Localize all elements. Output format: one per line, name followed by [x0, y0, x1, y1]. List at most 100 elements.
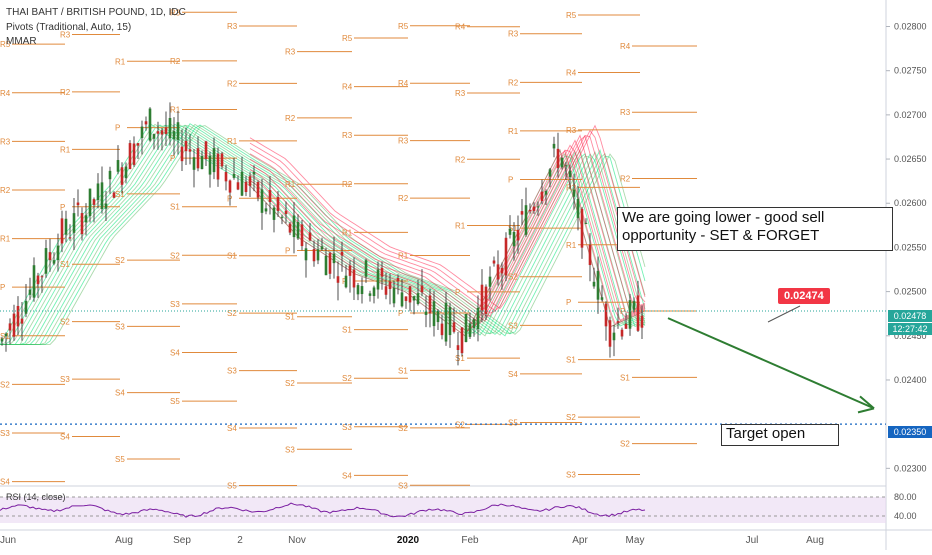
- pivot-label: S2: [620, 440, 630, 449]
- candle-body: [52, 260, 56, 264]
- candle-body: [8, 323, 12, 331]
- pivot-label: S2: [455, 420, 465, 429]
- pivot-label: S1: [285, 313, 295, 322]
- mmar-ribbon: [0, 123, 646, 346]
- pivot-label: P: [620, 307, 625, 316]
- candle-body: [104, 203, 108, 209]
- pivot-label: S1: [115, 190, 125, 199]
- ribbon-line: [249, 144, 646, 327]
- pivot-label: R2: [170, 57, 181, 66]
- candle-body: [428, 295, 432, 314]
- candle-body: [44, 248, 48, 274]
- candle-body: [164, 127, 168, 135]
- candle-body: [336, 276, 340, 283]
- candle-body: [400, 292, 404, 307]
- candle-body: [0, 338, 4, 342]
- rsi-level-label: 80.00: [894, 492, 917, 502]
- candle-body: [304, 248, 308, 261]
- pivot-label: S3: [115, 322, 125, 331]
- ribbon-line: [249, 134, 646, 314]
- pivot-label: R2: [0, 186, 11, 195]
- callout-pointer: [767, 305, 801, 323]
- pivot-label: R3: [342, 131, 353, 140]
- sell-note-line1: We are going lower - good sell: [622, 209, 825, 226]
- ribbon-line: [249, 135, 646, 317]
- candle-body: [436, 310, 440, 323]
- candle-body: [216, 153, 220, 180]
- candle-body: [376, 269, 380, 290]
- pivot-label: S4: [508, 370, 518, 379]
- pivot-label: S5: [170, 397, 180, 406]
- pivot-label: S5: [115, 455, 125, 464]
- candle-body: [132, 143, 136, 165]
- candle-body: [140, 126, 144, 139]
- pivot-label: R1: [115, 57, 126, 66]
- pivot-label: S4: [170, 348, 180, 357]
- candle-body: [272, 207, 276, 220]
- candle-body: [28, 289, 32, 295]
- candle-body: [508, 228, 512, 235]
- candle-body: [136, 143, 140, 146]
- ribbon-line: [0, 123, 646, 346]
- pivot-label: S4: [0, 478, 10, 487]
- candle-body: [616, 321, 620, 323]
- candle-body: [296, 221, 300, 239]
- candle-body: [308, 232, 312, 241]
- candle-body: [488, 276, 492, 287]
- candle-body: [492, 260, 496, 264]
- pivot-label: R5: [566, 11, 577, 20]
- pivot-label: R2: [566, 183, 577, 192]
- candle-body: [236, 182, 240, 190]
- candle-body: [432, 301, 436, 327]
- candle-body: [108, 170, 112, 180]
- x-tick-label: May: [626, 535, 645, 546]
- candle-body: [588, 244, 592, 266]
- pivot-label: S2: [0, 380, 10, 389]
- candle-body: [64, 218, 68, 235]
- sell-note[interactable]: We are going lower - good sell opportuni…: [617, 207, 893, 251]
- candle-body: [172, 131, 176, 140]
- pivot-label: P: [170, 154, 175, 163]
- ribbon-line: [0, 124, 646, 346]
- pivot-label: S2: [285, 379, 295, 388]
- candle-body: [276, 196, 280, 211]
- pivot-label: R1: [170, 105, 181, 114]
- candle-body: [252, 171, 256, 175]
- x-tick-label: Apr: [572, 535, 588, 546]
- target-note[interactable]: Target open: [721, 424, 839, 446]
- candle-body: [632, 301, 636, 310]
- pivot-label: R2: [508, 78, 519, 87]
- candle-body: [576, 198, 580, 218]
- price-callout[interactable]: 0.02474: [778, 288, 830, 304]
- pivot-label: R1: [508, 127, 519, 136]
- candle-body: [516, 229, 520, 241]
- candle-body: [208, 155, 212, 175]
- candle-body: [572, 189, 576, 197]
- candle-body: [640, 315, 644, 328]
- candle-body: [364, 260, 368, 277]
- pivot-label: S3: [60, 375, 70, 384]
- rsi-line: [0, 502, 646, 518]
- candle-body: [324, 255, 328, 276]
- candle-body: [196, 148, 200, 169]
- pivot-label: S2: [342, 374, 352, 383]
- candle-body: [344, 275, 348, 288]
- pivot-label: R2: [455, 155, 466, 164]
- candle-body: [80, 213, 84, 235]
- pivot-levels: R5 R4 R3 R2 R1 P S1 S2 S3 S4 R3 R2 R1 P S1 S2 S3 S4 R1 P S1 S…: [0, 8, 697, 490]
- pivot-label: S1: [170, 203, 180, 212]
- pivot-label: S1: [0, 332, 10, 341]
- candle-body: [564, 165, 568, 167]
- pivot-label: R1: [60, 145, 71, 154]
- y-tick-label: 0.02450: [894, 331, 927, 341]
- ribbon-line: [0, 123, 646, 346]
- candle-body: [144, 121, 148, 125]
- pivot-label: R3: [566, 126, 577, 135]
- pivot-label: S1: [620, 373, 630, 382]
- candle-body: [316, 249, 320, 261]
- pivots-legend: Pivots (Traditional, Auto, 15): [6, 22, 132, 33]
- pivot-label: S4: [60, 433, 70, 442]
- candle-body: [72, 213, 76, 233]
